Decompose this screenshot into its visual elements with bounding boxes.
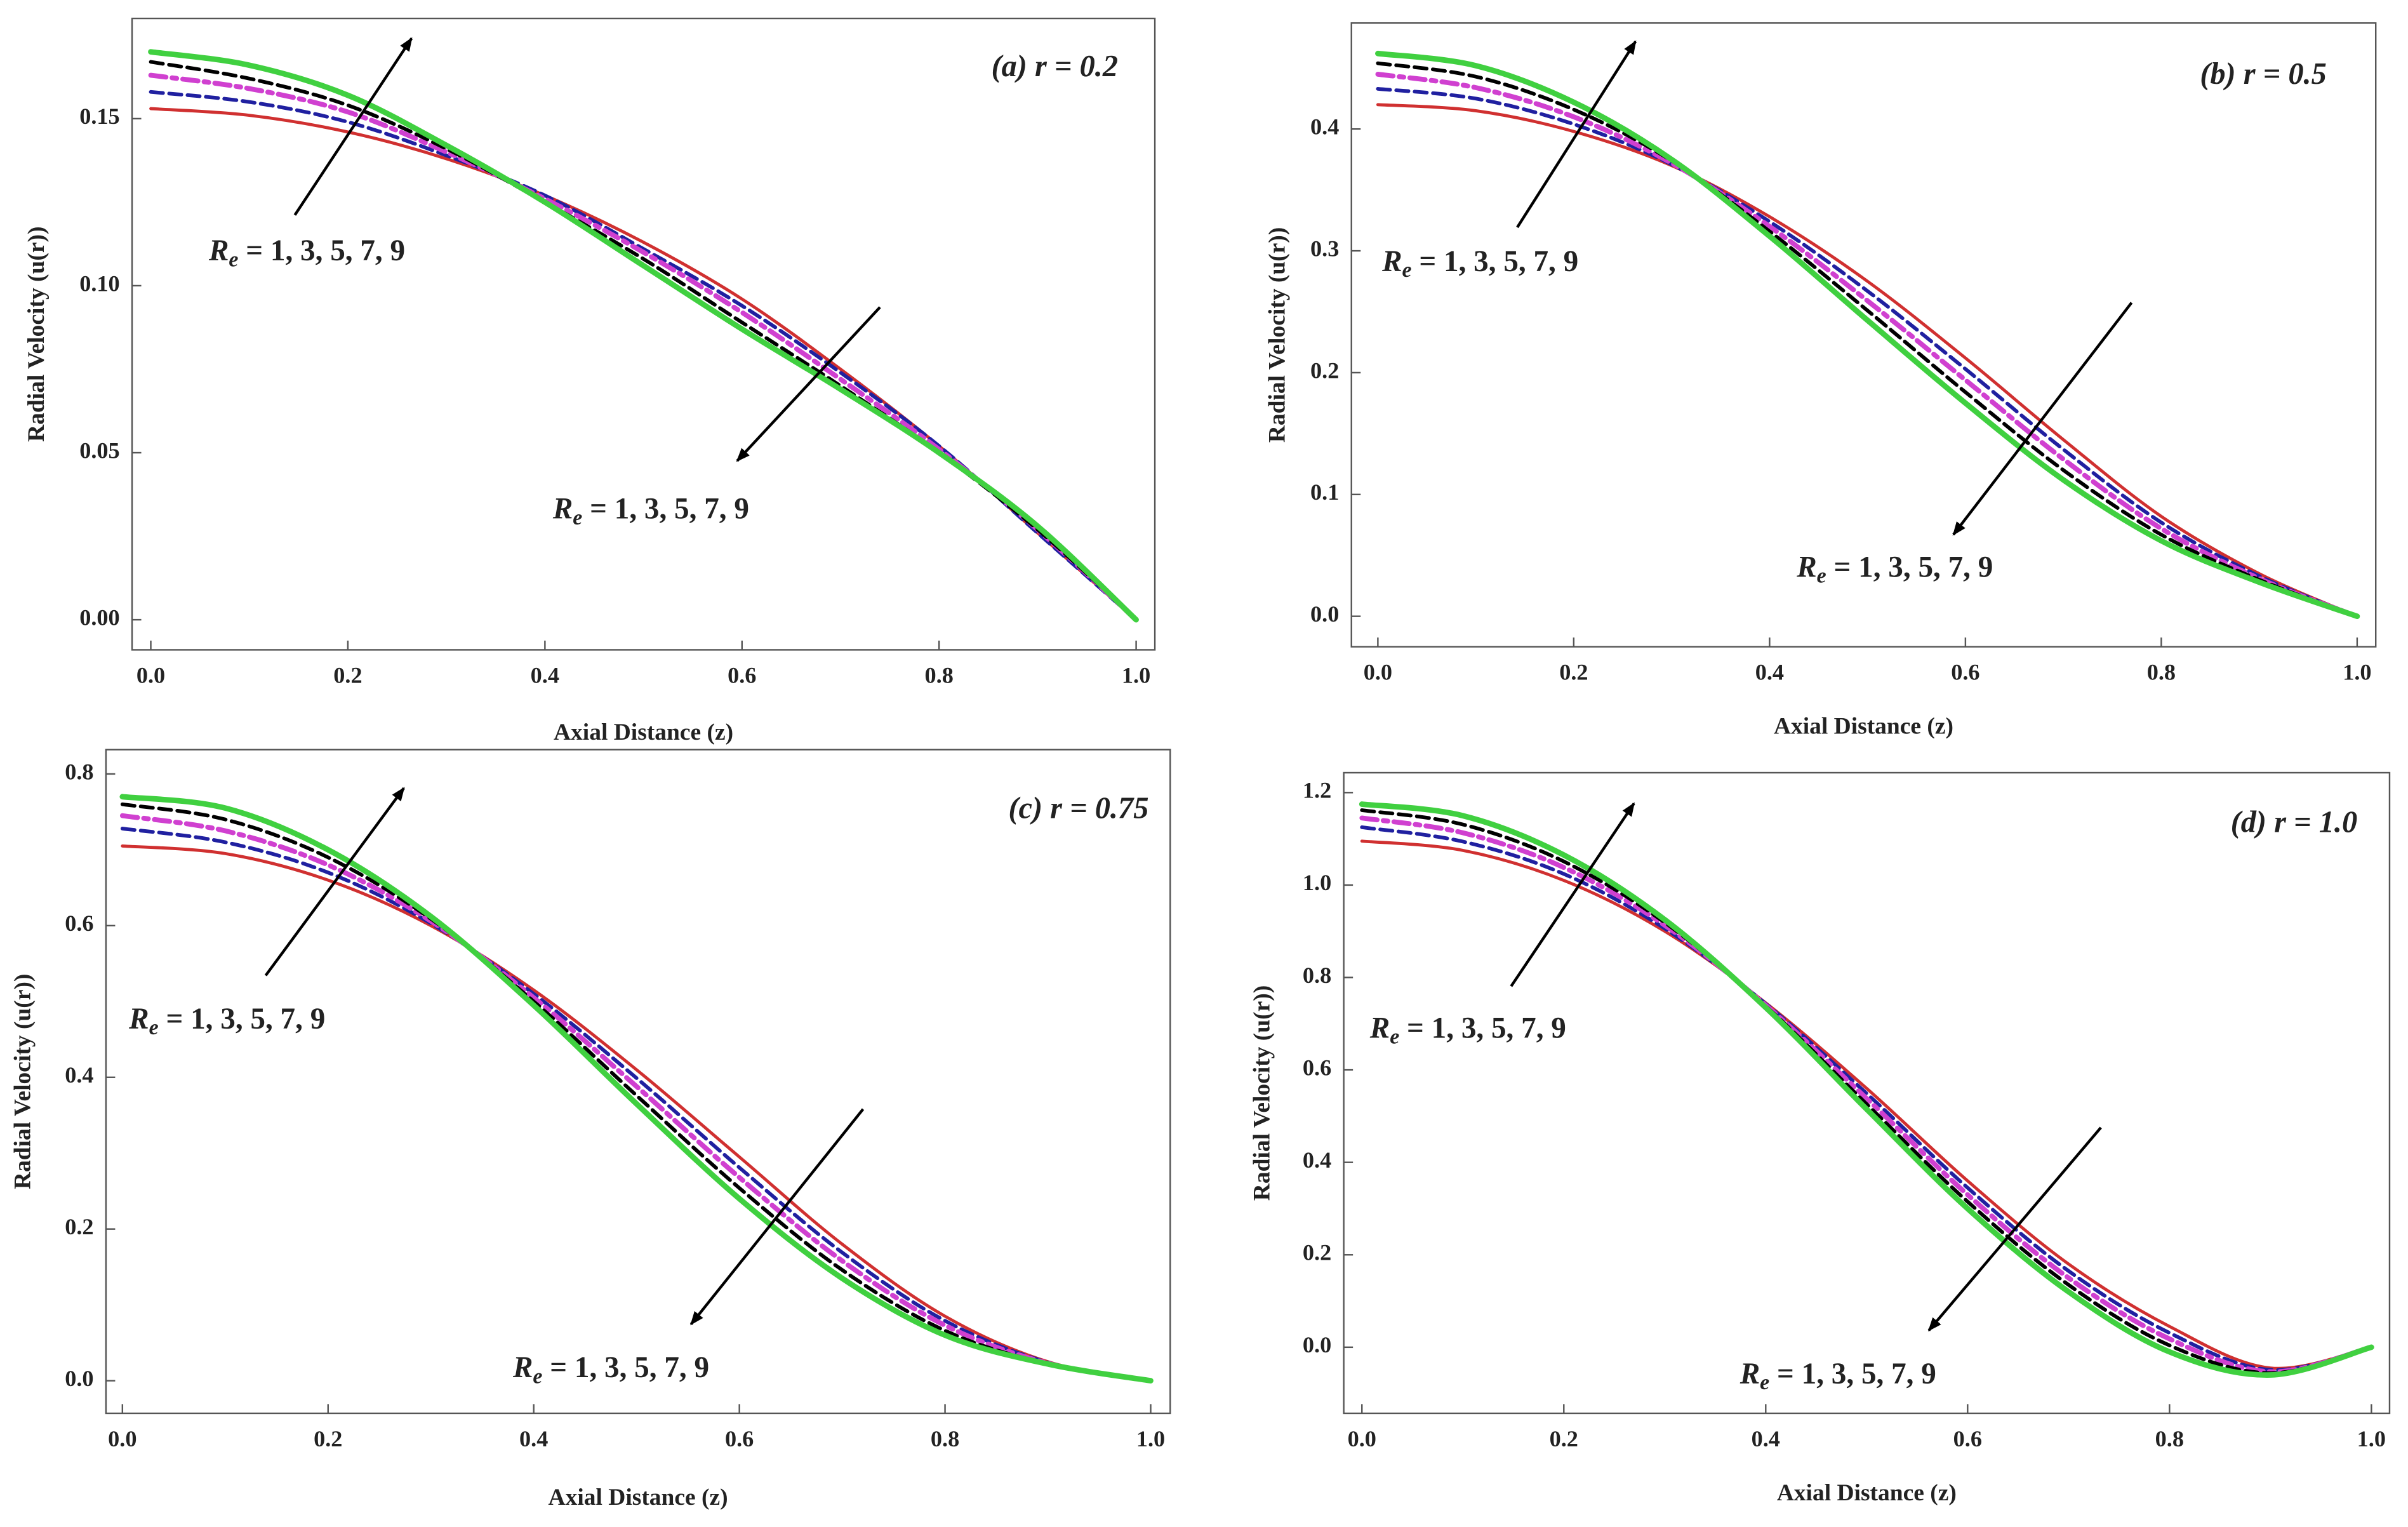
arrow (689, 1108, 865, 1326)
x-tick-label: 0.0 (108, 1426, 136, 1451)
y-axis-label: Radial Velocity (u(r)) (10, 974, 36, 1189)
plot-frame (1350, 22, 2377, 648)
x-axis-label: Axial Distance (z) (1777, 1480, 1957, 1506)
y-tick-label: 0.4 (65, 1062, 93, 1088)
series-line (149, 90, 1138, 622)
arrow (1952, 302, 2133, 536)
x-tick-label: 0.0 (1364, 659, 1392, 684)
y-axis-label: Radial Velocity (u(r)) (1265, 227, 1291, 443)
series-line (1375, 50, 2360, 620)
series-line (1360, 825, 2374, 1372)
y-tick-label: 0.05 (79, 437, 119, 463)
series-line (1359, 801, 2374, 1378)
annotation: Re = 1, 3, 5, 7, 9 (552, 493, 749, 530)
series-line (1376, 61, 2359, 618)
y-axis-label: Radial Velocity (u(r)) (1249, 985, 1275, 1201)
annotation: Re = 1, 3, 5, 7, 9 (512, 1351, 709, 1388)
y-tick-label: 0.3 (1310, 236, 1339, 261)
y-tick-label: 1.2 (1303, 778, 1331, 803)
plot-frame (105, 749, 1171, 1415)
arrow (1927, 1126, 2102, 1331)
series-line (121, 844, 1152, 1383)
y-tick-label: 0.2 (65, 1214, 93, 1239)
x-tick-label: 0.6 (728, 662, 756, 688)
y-tick-label: 1.0 (1303, 870, 1331, 895)
series-line (1360, 839, 2373, 1370)
x-tick-label: 0.6 (1951, 659, 1979, 684)
series-line (119, 794, 1154, 1384)
annotation: Re = 1, 3, 5, 7, 9 (128, 1003, 325, 1039)
arrow (293, 37, 413, 216)
x-tick-label: 0.0 (1348, 1426, 1376, 1451)
series-line (1360, 808, 2374, 1375)
panel-title: (d) r = 1.0 (2231, 805, 2358, 839)
arrow (264, 787, 405, 977)
x-tick-label: 1.0 (2343, 659, 2371, 684)
x-tick-label: 0.6 (1953, 1426, 1982, 1451)
panel-title: (a) r = 0.2 (992, 50, 1119, 83)
y-tick-label: 0.6 (65, 910, 93, 936)
y-tick-label: 0.00 (79, 604, 119, 630)
x-tick-label: 0.8 (925, 662, 954, 688)
series-line (120, 802, 1153, 1383)
x-axis-label: Axial Distance (z) (1774, 713, 1953, 739)
plot-frame (1343, 771, 2391, 1415)
x-tick-label: 0.8 (931, 1426, 959, 1451)
x-tick-label: 0.4 (1755, 659, 1784, 684)
y-tick-label: 0.0 (1303, 1332, 1331, 1357)
x-tick-label: 0.8 (2147, 659, 2176, 684)
x-tick-label: 0.2 (314, 1426, 342, 1451)
y-tick-label: 0.2 (1303, 1240, 1331, 1265)
x-tick-label: 0.0 (136, 662, 165, 688)
panel-title: (b) r = 0.5 (2200, 57, 2327, 91)
y-tick-label: 0.15 (79, 103, 119, 129)
y-tick-label: 0.8 (65, 759, 93, 784)
y-tick-label: 0.0 (1310, 601, 1339, 627)
x-tick-label: 0.4 (1752, 1426, 1780, 1451)
x-tick-label: 1.0 (1122, 662, 1150, 688)
y-tick-label: 0.6 (1303, 1055, 1331, 1080)
series-line (1359, 815, 2374, 1375)
annotation: Re = 1, 3, 5, 7, 9 (1369, 1011, 1566, 1048)
x-axis-label: Axial Distance (z) (554, 719, 733, 745)
arrow (1516, 40, 1637, 229)
x-tick-label: 0.8 (2155, 1426, 2184, 1451)
x-tick-label: 0.4 (531, 662, 559, 688)
x-tick-label: 0.2 (333, 662, 362, 688)
plot-frame (131, 17, 1156, 651)
y-tick-label: 0.1 (1310, 479, 1339, 505)
y-tick-label: 0.2 (1310, 357, 1339, 383)
series-line (119, 813, 1154, 1384)
series-line (1376, 86, 2359, 618)
y-tick-label: 0.10 (79, 270, 119, 296)
annotation: Re = 1, 3, 5, 7, 9 (1739, 1357, 1936, 1394)
x-tick-label: 0.2 (1559, 659, 1588, 684)
x-tick-label: 0.6 (725, 1426, 754, 1451)
series-line (120, 827, 1153, 1383)
y-tick-label: 0.0 (65, 1366, 93, 1391)
x-tick-label: 1.0 (2357, 1426, 2386, 1451)
series-line (1376, 103, 2359, 618)
y-tick-label: 0.4 (1310, 114, 1339, 140)
annotation: Re = 1, 3, 5, 7, 9 (1796, 550, 1993, 587)
y-axis-label: Radial Velocity (u(r)) (23, 227, 50, 442)
x-axis-label: Axial Distance (z) (549, 1484, 728, 1510)
annotation: Re = 1, 3, 5, 7, 9 (1381, 245, 1578, 282)
x-tick-label: 1.0 (1136, 1426, 1165, 1451)
arrow (1510, 802, 1635, 987)
series-line (1375, 72, 2360, 619)
annotation: Re = 1, 3, 5, 7, 9 (208, 234, 405, 271)
y-tick-label: 0.4 (1303, 1147, 1331, 1173)
y-tick-label: 0.8 (1303, 963, 1331, 988)
x-tick-label: 0.2 (1550, 1426, 1578, 1451)
x-tick-label: 0.4 (519, 1426, 548, 1451)
series-line (148, 49, 1139, 623)
arrow (736, 306, 881, 462)
panel-title: (c) r = 0.75 (1008, 792, 1148, 825)
